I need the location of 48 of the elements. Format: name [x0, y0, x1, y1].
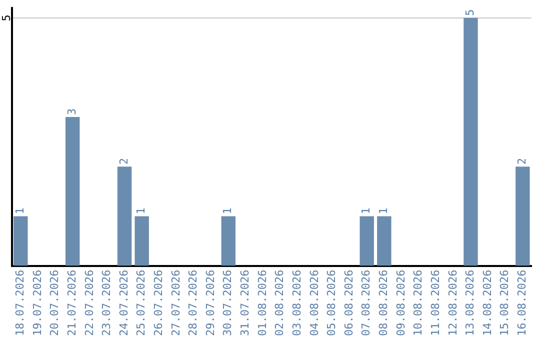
bar — [14, 216, 28, 266]
data-label: 1 — [14, 208, 27, 214]
x-tick-label: 29.07.2026 — [204, 270, 217, 336]
x-tick-label: 30.07.2026 — [221, 270, 234, 336]
x-tick-label: 31.07.2026 — [238, 270, 252, 336]
data-label: 1 — [360, 208, 373, 214]
x-tick-label: 11.08.2026 — [428, 270, 442, 336]
x-tick-label: 15.08.2026 — [498, 270, 512, 336]
x-tick-label: 08.08.2026 — [377, 270, 390, 336]
x-tick-label: 07.08.2026 — [360, 270, 373, 336]
x-tick-label: 19.07.2026 — [30, 270, 44, 336]
x-tick-label: 05.08.2026 — [325, 270, 338, 336]
x-tick-label: 04.08.2026 — [308, 270, 321, 336]
x-tick-label: 03.08.2026 — [290, 270, 304, 336]
x-tick-label: 12.08.2026 — [446, 270, 460, 336]
data-label: 2 — [516, 158, 529, 165]
bar — [360, 216, 374, 266]
x-tick-label: 14.08.2026 — [480, 270, 494, 336]
data-label: 1 — [134, 208, 148, 214]
data-label: 1 — [221, 208, 234, 214]
data-label: 5 — [464, 9, 477, 16]
x-tick-label: 20.07.2026 — [48, 270, 62, 336]
data-label: 2 — [117, 158, 130, 165]
x-tick-label: 02.08.2026 — [273, 270, 286, 336]
x-tick-label: 28.07.2026 — [186, 270, 200, 336]
x-tick-label: 06.08.2026 — [342, 270, 356, 336]
x-tick-label: 27.07.2026 — [169, 270, 182, 336]
bar — [117, 166, 132, 266]
data-label: 1 — [377, 208, 390, 214]
x-tick-label: 21.07.2026 — [65, 270, 78, 336]
x-tick-label: 23.07.2026 — [100, 270, 114, 336]
x-tick-label: 16.08.2026 — [516, 270, 529, 336]
x-tick-label: 09.08.2026 — [394, 270, 408, 336]
x-tick-label: 26.07.2026 — [152, 270, 165, 336]
x-tick-label: 22.07.2026 — [82, 270, 96, 336]
bar — [377, 216, 392, 266]
x-tick-label: 10.08.2026 — [412, 270, 425, 336]
x-tick-label: 18.07.2026 — [14, 270, 27, 336]
bar — [464, 18, 478, 266]
bar — [516, 166, 530, 266]
bar — [221, 216, 236, 266]
x-tick-label: 24.07.2026 — [117, 270, 130, 336]
bar — [134, 216, 149, 266]
data-label: 3 — [65, 108, 78, 116]
x-tick-label: 25.07.2026 — [134, 270, 148, 336]
bar — [65, 117, 80, 266]
x-tick-label: 01.08.2026 — [256, 270, 269, 336]
x-tick-label: 13.08.2026 — [464, 270, 477, 336]
